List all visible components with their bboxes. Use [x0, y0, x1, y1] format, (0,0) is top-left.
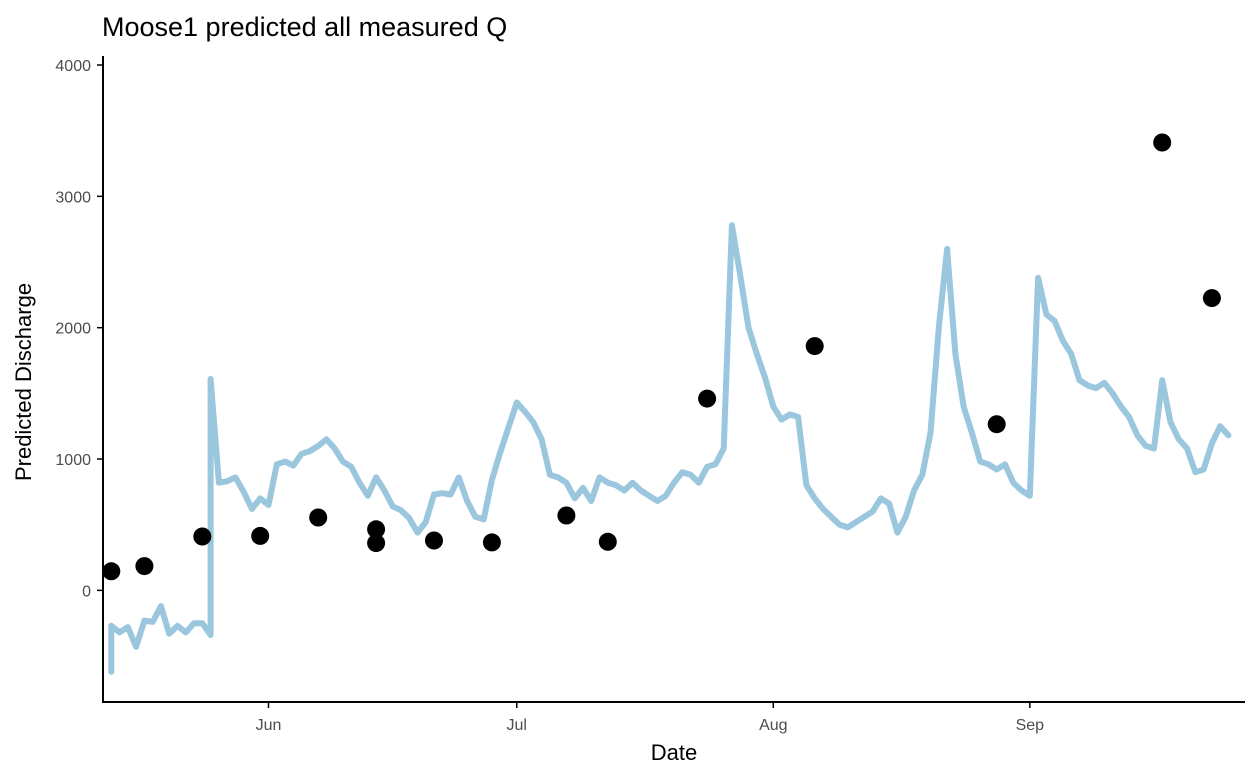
y-tick-label: 4000 — [55, 58, 91, 75]
x-tick-label: Jun — [256, 717, 282, 734]
measured-point — [805, 337, 824, 356]
x-tick-label: Aug — [759, 717, 787, 734]
predicted-discharge-line — [108, 222, 1232, 675]
measured-point — [367, 534, 386, 553]
measured-point — [135, 557, 154, 576]
y-tick-label: 0 — [82, 583, 91, 600]
y-tick-label: 2000 — [55, 321, 91, 338]
measured-point — [425, 531, 443, 550]
x-tick-label: Jul — [507, 717, 527, 734]
y-tick-label: 3000 — [55, 189, 91, 206]
plot-area — [102, 133, 1232, 675]
x-ticks: Jun Jul Aug Sep — [256, 702, 1045, 734]
measured-point — [1202, 289, 1221, 308]
y-ticks: 0 1000 2000 3000 4000 — [55, 58, 103, 600]
measured-point — [367, 520, 386, 539]
y-axis-title: Predicted Discharge — [11, 283, 36, 481]
measured-point — [482, 533, 501, 552]
x-tick-label: Sep — [1016, 717, 1045, 734]
measured-point — [102, 562, 121, 581]
x-axis-title: Date — [651, 740, 697, 765]
measured-point — [1153, 133, 1172, 152]
y-tick-label: 1000 — [55, 452, 91, 469]
measured-point — [987, 415, 1006, 434]
measured-point — [251, 526, 270, 545]
measured-point — [557, 506, 576, 525]
measured-point — [309, 508, 328, 527]
measured-point — [698, 389, 717, 408]
chart-title: Moose1 predicted all measured Q — [102, 12, 507, 42]
measured-point — [193, 527, 212, 546]
measured-point — [598, 532, 617, 551]
